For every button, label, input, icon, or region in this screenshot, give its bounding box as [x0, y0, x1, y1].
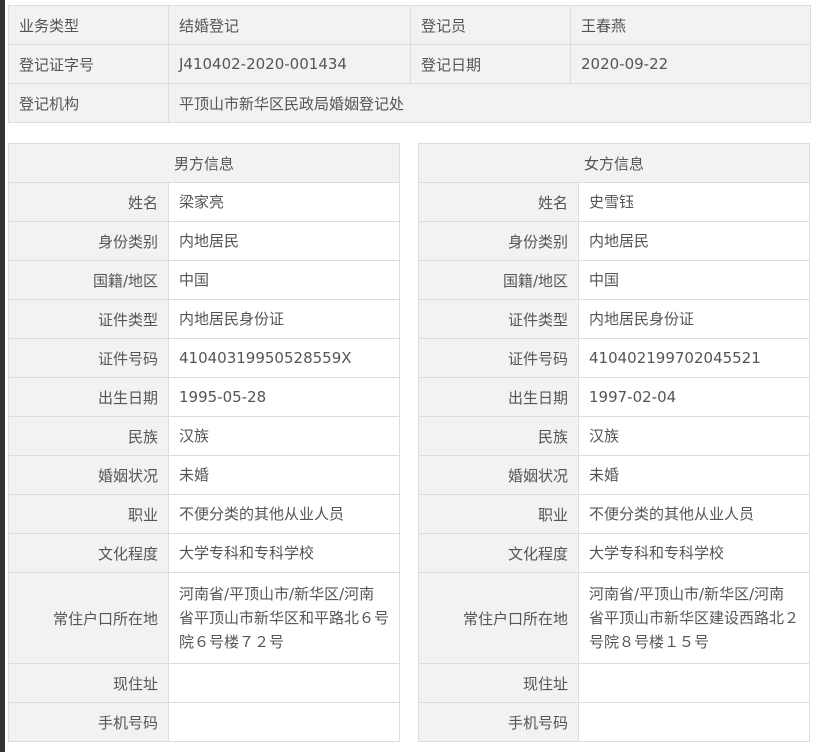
office-value: 平顶山市新华区民政局婚姻登记处 — [168, 83, 811, 123]
field-value: 41040319950528559X — [168, 338, 400, 378]
field-label: 证件号码 — [8, 338, 169, 378]
table-row: 国籍/地区 中国 — [418, 260, 810, 300]
business-type-value: 结婚登记 — [168, 5, 411, 45]
table-row: 登记证字号 J410402-2020-001434 登记日期 2020-09-2… — [8, 44, 811, 84]
table-row: 姓名 史雪钰 — [418, 182, 810, 222]
field-value: 河南省/平顶山市/新华区/河南省平顶山市新华区和平路北６号院６号楼７２号 — [168, 572, 400, 664]
field-value: 汉族 — [168, 416, 400, 456]
field-value: 中国 — [578, 260, 810, 300]
field-value: 梁家亮 — [168, 182, 400, 222]
field-label: 常住户口所在地 — [418, 572, 579, 664]
table-row: 婚姻状况 未婚 — [418, 455, 810, 495]
field-label: 职业 — [418, 494, 579, 534]
field-value — [578, 663, 810, 703]
field-value: 内地居民 — [578, 221, 810, 261]
field-value: 汉族 — [578, 416, 810, 456]
female-info-table: 女方信息 姓名 史雪钰 身份类别 内地居民 国籍/地区 中国 证件类型 内地居民身份证 证件号码 4… — [418, 143, 810, 742]
field-label: 身份类别 — [8, 221, 169, 261]
field-label: 身份类别 — [418, 221, 579, 261]
field-value: 不便分类的其他从业人员 — [578, 494, 810, 534]
field-value: 未婚 — [168, 455, 400, 495]
field-label: 出生日期 — [418, 377, 579, 417]
field-label: 现住址 — [418, 663, 579, 703]
table-header-row: 男方信息 — [8, 143, 400, 183]
table-row: 文化程度 大学专科和专科学校 — [418, 533, 810, 573]
table-row: 民族 汉族 — [8, 416, 400, 456]
table-row: 职业 不便分类的其他从业人员 — [418, 494, 810, 534]
cert-no-value: J410402-2020-001434 — [168, 44, 411, 84]
registrar-value: 王春燕 — [570, 5, 811, 45]
field-label: 常住户口所在地 — [8, 572, 169, 664]
field-label: 证件类型 — [8, 299, 169, 339]
field-value: 1997-02-04 — [578, 377, 810, 417]
window-edge — [0, 0, 5, 752]
field-value: 内地居民身份证 — [578, 299, 810, 339]
field-label: 文化程度 — [418, 533, 579, 573]
table-row: 文化程度 大学专科和专科学校 — [8, 533, 400, 573]
table-row: 身份类别 内地居民 — [8, 221, 400, 261]
field-value: 史雪钰 — [578, 182, 810, 222]
field-value: 内地居民 — [168, 221, 400, 261]
field-label: 现住址 — [8, 663, 169, 703]
field-label: 出生日期 — [8, 377, 169, 417]
table-row: 证件类型 内地居民身份证 — [418, 299, 810, 339]
table-row: 现住址 — [8, 663, 400, 703]
registration-summary-table: 业务类型 结婚登记 登记员 王春燕 登记证字号 J410402-2020-001… — [8, 5, 811, 123]
field-label: 民族 — [418, 416, 579, 456]
field-label: 手机号码 — [8, 702, 169, 742]
field-label: 姓名 — [418, 182, 579, 222]
field-value: 中国 — [168, 260, 400, 300]
field-label: 国籍/地区 — [8, 260, 169, 300]
office-label: 登记机构 — [8, 83, 169, 123]
field-label: 婚姻状况 — [8, 455, 169, 495]
business-type-label: 业务类型 — [8, 5, 169, 45]
field-value: 不便分类的其他从业人员 — [168, 494, 400, 534]
table-header-row: 女方信息 — [418, 143, 810, 183]
table-row: 证件号码 41040319950528559X — [8, 338, 400, 378]
field-value — [578, 702, 810, 742]
table-row: 常住户口所在地 河南省/平顶山市/新华区/河南省平顶山市新华区和平路北６号院６号楼… — [8, 572, 400, 664]
table-row: 手机号码 — [8, 702, 400, 742]
table-row: 业务类型 结婚登记 登记员 王春燕 — [8, 5, 811, 45]
table-row: 常住户口所在地 河南省/平顶山市/新华区/河南省平顶山市新华区建设西路北２号院８号… — [418, 572, 810, 664]
table-row: 身份类别 内地居民 — [418, 221, 810, 261]
field-value — [168, 663, 400, 703]
cert-no-label: 登记证字号 — [8, 44, 169, 84]
field-value: 未婚 — [578, 455, 810, 495]
table-row: 出生日期 1997-02-04 — [418, 377, 810, 417]
table-row: 登记机构 平顶山市新华区民政局婚姻登记处 — [8, 83, 811, 123]
table-row: 民族 汉族 — [418, 416, 810, 456]
male-info-title: 男方信息 — [8, 143, 400, 183]
date-value: 2020-09-22 — [570, 44, 811, 84]
male-info-table: 男方信息 姓名 梁家亮 身份类别 内地居民 国籍/地区 中国 证件类型 内地居民身份证 证件号码 4… — [8, 143, 400, 742]
date-label: 登记日期 — [410, 44, 571, 84]
field-label: 国籍/地区 — [418, 260, 579, 300]
field-label: 职业 — [8, 494, 169, 534]
field-value: 内地居民身份证 — [168, 299, 400, 339]
field-value — [168, 702, 400, 742]
table-row: 国籍/地区 中国 — [8, 260, 400, 300]
field-label: 证件类型 — [418, 299, 579, 339]
field-value: 河南省/平顶山市/新华区/河南省平顶山市新华区建设西路北２号院８号楼１５号 — [578, 572, 810, 664]
field-value: 大学专科和专科学校 — [578, 533, 810, 573]
table-row: 出生日期 1995-05-28 — [8, 377, 400, 417]
table-row: 职业 不便分类的其他从业人员 — [8, 494, 400, 534]
field-label: 婚姻状况 — [418, 455, 579, 495]
table-row: 姓名 梁家亮 — [8, 182, 400, 222]
table-row: 手机号码 — [418, 702, 810, 742]
field-label: 手机号码 — [418, 702, 579, 742]
female-info-title: 女方信息 — [418, 143, 810, 183]
field-value: 410402199702045521 — [578, 338, 810, 378]
field-label: 文化程度 — [8, 533, 169, 573]
field-label: 民族 — [8, 416, 169, 456]
field-value: 大学专科和专科学校 — [168, 533, 400, 573]
table-row: 证件类型 内地居民身份证 — [8, 299, 400, 339]
field-label: 姓名 — [8, 182, 169, 222]
table-row: 婚姻状况 未婚 — [8, 455, 400, 495]
table-row: 现住址 — [418, 663, 810, 703]
registrar-label: 登记员 — [410, 5, 571, 45]
field-label: 证件号码 — [418, 338, 579, 378]
table-row: 证件号码 410402199702045521 — [418, 338, 810, 378]
field-value: 1995-05-28 — [168, 377, 400, 417]
